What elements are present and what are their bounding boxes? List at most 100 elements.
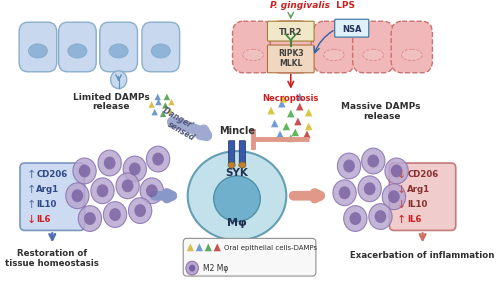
- Ellipse shape: [110, 71, 126, 89]
- Polygon shape: [168, 99, 174, 105]
- Text: Massive DAMPs: Massive DAMPs: [340, 102, 420, 111]
- Circle shape: [128, 198, 152, 224]
- FancyBboxPatch shape: [183, 238, 316, 276]
- Text: ↓: ↓: [396, 185, 406, 195]
- Circle shape: [388, 190, 400, 203]
- Polygon shape: [303, 131, 310, 138]
- Circle shape: [350, 212, 361, 225]
- Polygon shape: [164, 94, 170, 100]
- Circle shape: [374, 210, 386, 223]
- Text: ↑: ↑: [27, 200, 36, 210]
- Ellipse shape: [402, 49, 422, 61]
- Circle shape: [146, 184, 158, 197]
- Circle shape: [333, 180, 356, 206]
- FancyBboxPatch shape: [228, 141, 234, 164]
- Text: IL10: IL10: [408, 200, 428, 209]
- Text: P. gingivalis: P. gingivalis: [270, 1, 330, 10]
- Circle shape: [391, 164, 402, 177]
- Circle shape: [189, 265, 196, 272]
- Circle shape: [66, 183, 89, 209]
- Text: NSA: NSA: [342, 25, 361, 34]
- Text: Mincle: Mincle: [219, 126, 255, 136]
- Polygon shape: [268, 107, 275, 114]
- Circle shape: [122, 179, 134, 192]
- Polygon shape: [276, 131, 284, 138]
- Text: IL6: IL6: [408, 215, 422, 224]
- Ellipse shape: [68, 44, 87, 58]
- Polygon shape: [196, 243, 203, 251]
- FancyBboxPatch shape: [58, 22, 96, 72]
- Polygon shape: [305, 123, 312, 130]
- Circle shape: [129, 162, 140, 175]
- FancyBboxPatch shape: [270, 21, 312, 73]
- FancyBboxPatch shape: [268, 45, 314, 73]
- Ellipse shape: [239, 162, 246, 168]
- Text: release: release: [364, 113, 401, 121]
- Circle shape: [368, 155, 379, 168]
- Text: TLR2: TLR2: [279, 28, 302, 37]
- Ellipse shape: [363, 49, 384, 61]
- Circle shape: [344, 206, 367, 232]
- Polygon shape: [287, 135, 294, 142]
- Circle shape: [364, 182, 376, 195]
- Polygon shape: [156, 99, 162, 105]
- Circle shape: [104, 202, 126, 228]
- Text: IL10: IL10: [36, 200, 56, 209]
- FancyBboxPatch shape: [100, 22, 138, 72]
- Text: Arg1: Arg1: [36, 185, 60, 194]
- Text: MLKL: MLKL: [279, 59, 302, 68]
- Text: ↓: ↓: [396, 200, 406, 210]
- Text: SYK: SYK: [226, 168, 248, 178]
- Polygon shape: [280, 95, 287, 103]
- Text: Restoration of: Restoration of: [17, 249, 88, 258]
- Circle shape: [78, 164, 90, 177]
- FancyBboxPatch shape: [20, 163, 84, 230]
- Text: CD206: CD206: [408, 170, 438, 179]
- Text: Arg1: Arg1: [408, 185, 430, 194]
- Circle shape: [339, 186, 350, 199]
- FancyBboxPatch shape: [352, 21, 394, 73]
- Polygon shape: [292, 129, 299, 136]
- Text: tissue homeostasis: tissue homeostasis: [6, 259, 99, 268]
- Ellipse shape: [188, 151, 286, 240]
- Polygon shape: [148, 101, 155, 108]
- Polygon shape: [154, 94, 161, 100]
- Circle shape: [109, 208, 121, 221]
- Ellipse shape: [280, 49, 301, 61]
- Text: ↓: ↓: [27, 215, 36, 224]
- Text: LPS: LPS: [333, 1, 355, 10]
- Circle shape: [84, 212, 96, 225]
- Circle shape: [134, 204, 146, 217]
- Circle shape: [382, 184, 406, 210]
- Ellipse shape: [28, 44, 48, 58]
- Circle shape: [104, 157, 116, 169]
- Polygon shape: [278, 100, 285, 107]
- Circle shape: [152, 153, 164, 166]
- Circle shape: [123, 156, 146, 182]
- Text: release: release: [92, 102, 130, 111]
- FancyBboxPatch shape: [268, 21, 314, 41]
- Circle shape: [98, 150, 122, 176]
- Text: Necroptosis: Necroptosis: [262, 94, 319, 103]
- Circle shape: [385, 158, 408, 184]
- Polygon shape: [287, 110, 294, 117]
- FancyBboxPatch shape: [313, 21, 354, 73]
- Circle shape: [369, 204, 392, 230]
- Ellipse shape: [214, 176, 260, 222]
- Ellipse shape: [109, 44, 128, 58]
- Text: Limited DAMPs: Limited DAMPs: [73, 92, 150, 102]
- FancyBboxPatch shape: [232, 21, 274, 73]
- Circle shape: [343, 160, 355, 172]
- Polygon shape: [282, 123, 290, 130]
- Text: ↑: ↑: [27, 170, 36, 180]
- Ellipse shape: [152, 44, 170, 58]
- Text: sensed: sensed: [166, 120, 196, 143]
- Text: M2 Mφ: M2 Mφ: [203, 264, 228, 273]
- Text: IL6: IL6: [36, 215, 51, 224]
- Text: RIPK3: RIPK3: [278, 49, 303, 58]
- Circle shape: [78, 206, 102, 232]
- Polygon shape: [152, 109, 158, 115]
- Polygon shape: [305, 109, 312, 116]
- Polygon shape: [214, 243, 221, 251]
- Text: Mφ: Mφ: [227, 217, 247, 228]
